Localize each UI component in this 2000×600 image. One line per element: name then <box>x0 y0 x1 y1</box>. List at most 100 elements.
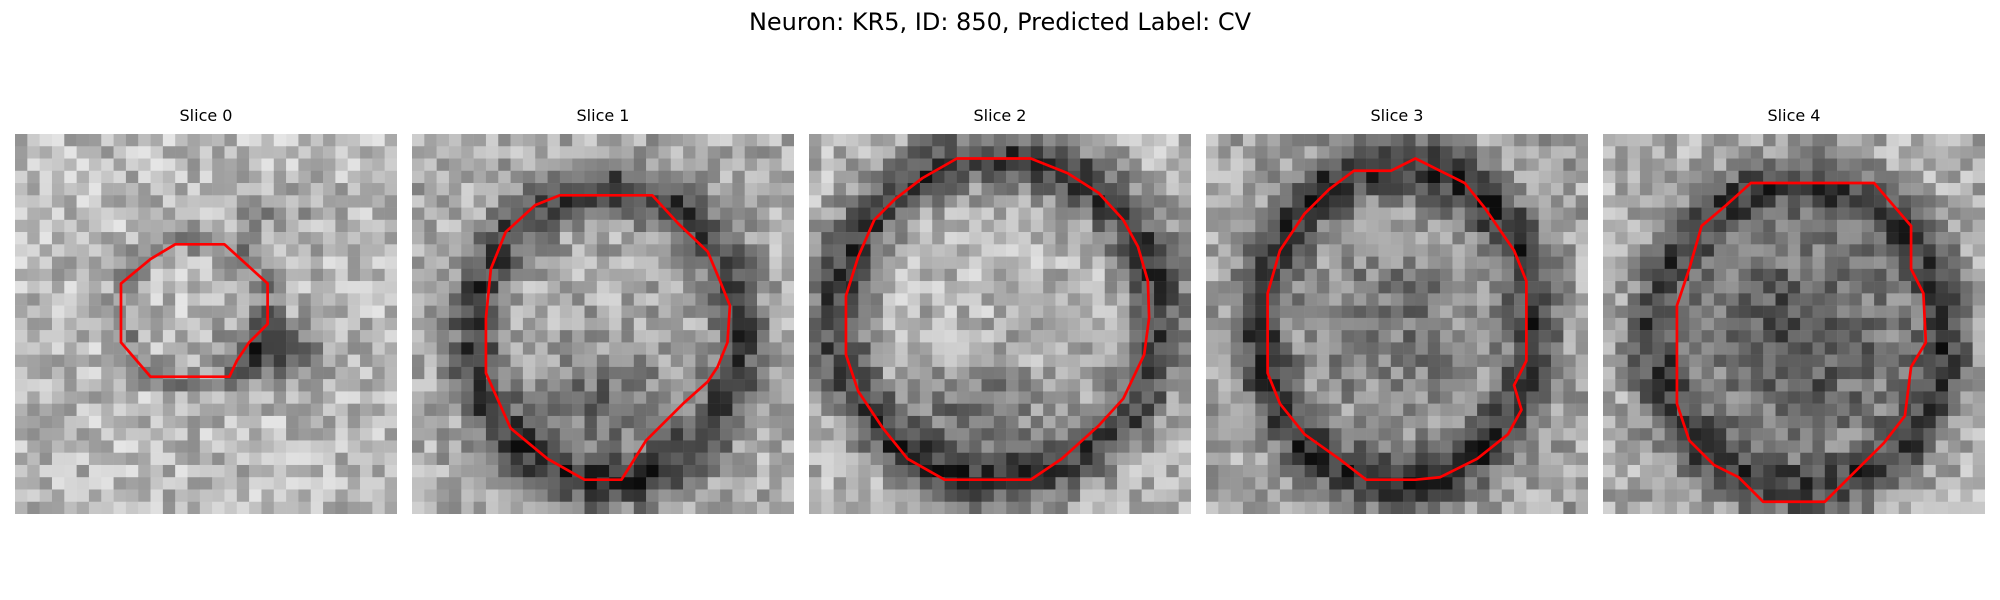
pixel-cell <box>1117 366 1130 380</box>
pixel-cell <box>162 477 176 490</box>
pixel-cell <box>1255 195 1268 208</box>
pixel-cell <box>175 195 188 208</box>
pixel-cell <box>944 415 958 429</box>
pixel-cell <box>310 281 324 294</box>
pixel-cell <box>372 207 385 221</box>
pixel-cell <box>1775 440 1789 453</box>
pixel-cell <box>870 207 884 221</box>
pixel-cell <box>1501 158 1515 172</box>
pixel-cell <box>162 207 176 221</box>
pixel-cell <box>732 244 745 257</box>
pixel-cell <box>969 354 982 368</box>
pixel-cell <box>695 464 708 478</box>
pixel-cell <box>744 428 758 441</box>
pixel-cell <box>1353 330 1367 343</box>
pixel-cell <box>1341 440 1355 453</box>
pixel-cell <box>1874 207 1887 221</box>
pixel-cell <box>76 305 90 319</box>
pixel-cell <box>1886 317 1899 331</box>
pixel-cell <box>1923 219 1936 233</box>
pixel-cell <box>1366 342 1379 355</box>
pixel-cell <box>769 134 782 147</box>
pixel-cell <box>1242 158 1256 172</box>
pixel-cell <box>101 232 114 245</box>
pixel-cell <box>1255 232 1268 245</box>
pixel-cell <box>1489 317 1502 331</box>
pixel-cell <box>535 268 548 282</box>
pixel-cell <box>1886 415 1899 429</box>
slice-panel-1: Slice 1 <box>412 106 794 514</box>
pixel-cell <box>1006 391 1019 404</box>
pixel-cell <box>1018 207 1032 221</box>
pixel-cell <box>1489 415 1502 429</box>
pixel-cell <box>1812 489 1826 502</box>
pixel-cell <box>720 207 733 221</box>
pixel-cell <box>384 391 397 404</box>
pixel-cell <box>1489 232 1502 245</box>
pixel-cell <box>412 170 425 184</box>
pixel-cell <box>199 134 213 147</box>
pixel-cell <box>1030 268 1044 282</box>
pixel-cell <box>273 379 287 392</box>
pixel-cell <box>1824 170 1838 184</box>
pixel-cell <box>298 428 311 441</box>
pixel-cell <box>658 281 672 294</box>
pixel-cell <box>547 477 561 490</box>
pixel-cell <box>1415 244 1429 257</box>
pixel-cell <box>757 379 770 392</box>
pixel-cell <box>125 440 139 453</box>
pixel-cell <box>609 305 622 319</box>
pixel-cell <box>1775 342 1789 355</box>
pixel-cell <box>1141 207 1155 221</box>
pixel-cell <box>646 501 659 514</box>
pixel-cell <box>720 489 733 502</box>
pixel-cell <box>1166 244 1179 257</box>
pixel-cell <box>732 464 745 478</box>
pixel-cell <box>559 317 573 331</box>
pixel-cell <box>323 219 336 233</box>
pixel-cell <box>51 464 65 478</box>
pixel-cell <box>1129 342 1142 355</box>
pixel-cell <box>870 489 884 502</box>
pixel-cell <box>64 305 77 319</box>
pixel-cell <box>732 428 745 441</box>
pixel-cell <box>535 366 548 380</box>
pixel-cell <box>335 232 348 245</box>
pixel-cell <box>138 379 151 392</box>
pixel-cell <box>609 391 622 404</box>
pixel-cell <box>1255 452 1268 466</box>
pixel-cell <box>1206 134 1219 147</box>
pixel-cell <box>547 281 561 294</box>
pixel-cell <box>932 403 945 417</box>
pixel-cell <box>286 293 299 306</box>
pixel-cell <box>76 330 90 343</box>
pixel-cell <box>1141 428 1155 441</box>
pixel-cell <box>1514 464 1527 478</box>
pixel-cell <box>895 134 908 147</box>
pixel-cell <box>273 464 287 478</box>
pixel-cell <box>1489 195 1502 208</box>
pixel-cell <box>88 379 102 392</box>
pixel-cell <box>485 501 499 514</box>
pixel-cell <box>769 489 782 502</box>
pixel-cell <box>1501 489 1515 502</box>
pixel-cell <box>1972 195 1985 208</box>
pixel-cell <box>1230 207 1244 221</box>
pixel-cell <box>969 244 982 257</box>
pixel-cell <box>1415 415 1429 429</box>
pixel-cell <box>707 293 721 306</box>
pixel-cell <box>76 183 90 196</box>
pixel-cell <box>1067 281 1081 294</box>
pixel-cell <box>1178 281 1191 294</box>
pixel-cell <box>461 379 474 392</box>
pixel-cell <box>384 489 397 502</box>
pixel-cell <box>1316 415 1330 429</box>
pixel-cell <box>1353 146 1367 159</box>
pixel-cell <box>858 379 871 392</box>
pixel-cell <box>658 489 672 502</box>
pixel-cell <box>821 415 834 429</box>
pixel-cell <box>15 232 28 245</box>
pixel-cell <box>1948 195 1961 208</box>
pixel-cell <box>809 256 822 270</box>
pixel-cell <box>1874 317 1887 331</box>
